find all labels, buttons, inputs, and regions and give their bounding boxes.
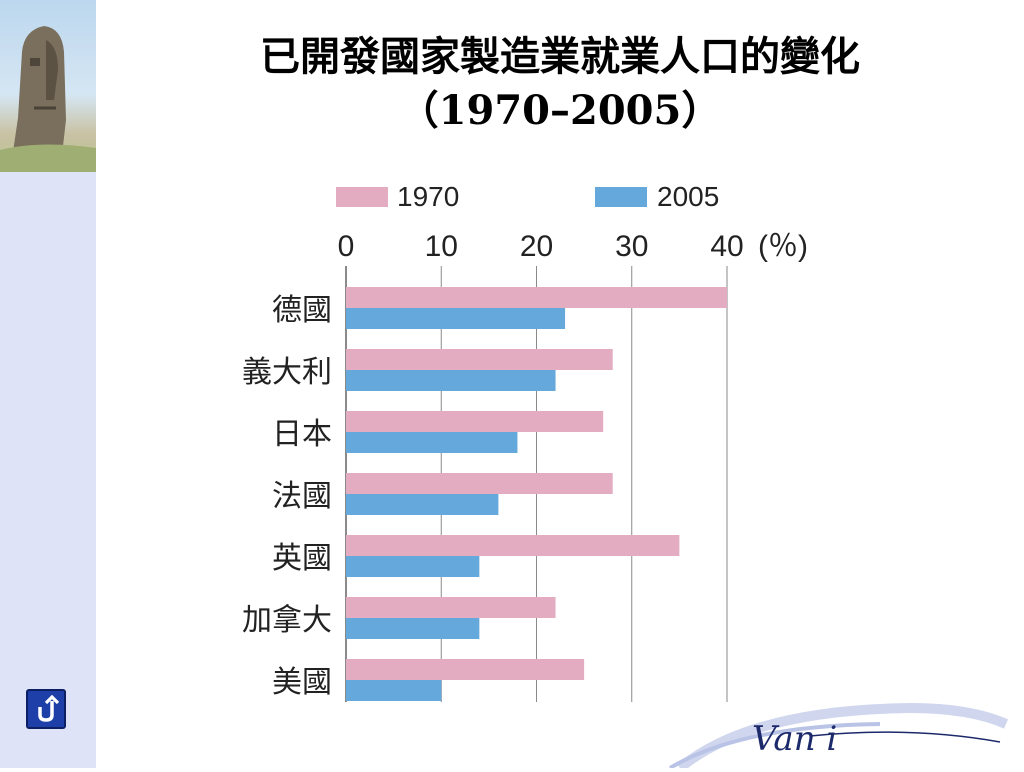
moai-statue-photo	[0, 0, 96, 172]
slide-title-line-2: （1970–2005）	[398, 87, 722, 134]
bar-2005-6	[346, 618, 480, 639]
legend-label-1970: 1970	[397, 181, 459, 212]
legend-swatch-1970	[336, 187, 388, 207]
bar-2005-5	[346, 556, 480, 577]
category-label-7: 美國	[272, 665, 332, 700]
slide-title: 已開發國家製造業就業人口的變化 （1970–2005）	[96, 30, 1024, 138]
category-label-1: 德國	[272, 293, 332, 328]
x-tick-label-40: 40	[710, 230, 743, 263]
bar-1970-2	[346, 349, 613, 370]
bar-1970-4	[346, 473, 613, 494]
category-label-4: 法國	[272, 479, 332, 514]
legend-swatch-2005	[595, 187, 647, 207]
slide-title-line-1: 已開發國家製造業就業人口的變化	[260, 33, 860, 80]
bar-1970-1	[346, 287, 727, 308]
x-tick-label-10: 10	[425, 230, 458, 263]
back-button[interactable]	[26, 689, 66, 729]
category-label-2: 義大利	[242, 355, 332, 390]
bar-2005-3	[346, 432, 518, 453]
bar-2005-2	[346, 370, 556, 391]
x-tick-label-20: 20	[520, 230, 553, 263]
bar-2005-1	[346, 308, 566, 329]
x-axis-unit-label: (％)	[758, 230, 808, 263]
chart-legend: 1970 2005	[336, 181, 719, 212]
x-tick-label-0: 0	[338, 230, 355, 263]
u-turn-arrow-icon	[38, 695, 60, 722]
bar-1970-7	[346, 659, 585, 680]
legend-label-2005: 2005	[657, 181, 719, 212]
category-label-5: 英國	[272, 541, 332, 576]
category-label-6: 加拿大	[242, 603, 332, 638]
x-axis-ticks: 0 10 20 30 40	[338, 230, 744, 263]
bar-1970-3	[346, 411, 604, 432]
bar-1970-6	[346, 597, 556, 618]
bar-2005-4	[346, 494, 499, 515]
category-label-3: 日本	[272, 417, 332, 452]
brand-text: Van i	[752, 719, 837, 759]
bar-2005-7	[346, 680, 442, 701]
bars	[346, 287, 727, 701]
bar-1970-5	[346, 535, 680, 556]
x-tick-label-30: 30	[615, 230, 648, 263]
brand-logo: Van i	[660, 690, 1024, 772]
